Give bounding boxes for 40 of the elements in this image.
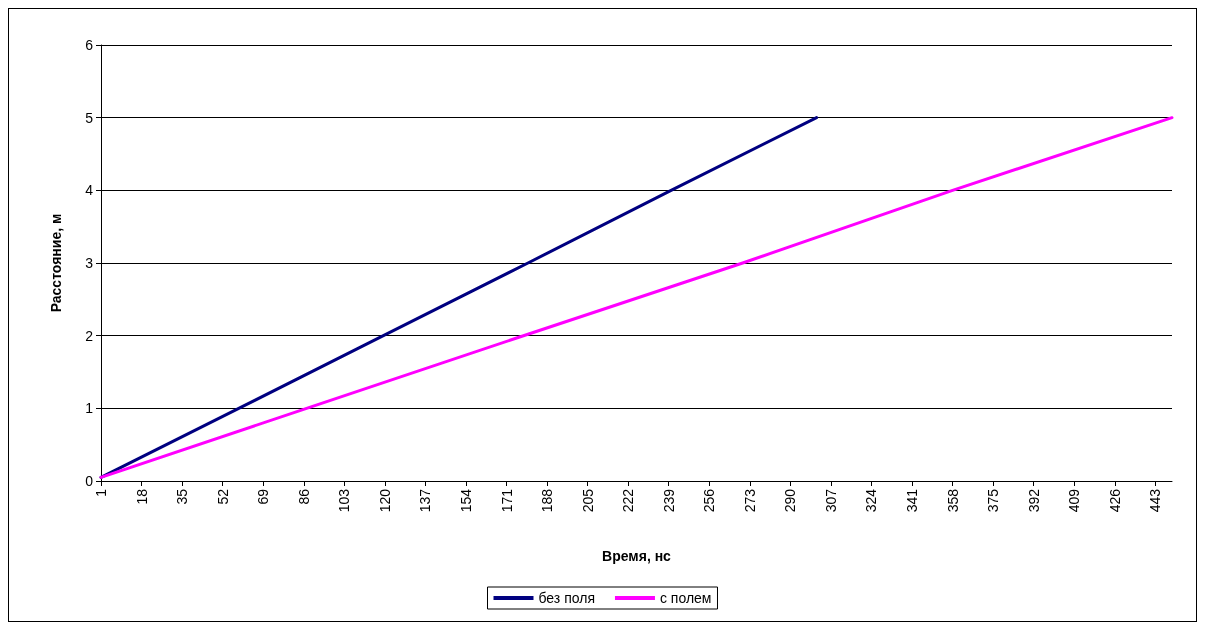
x-tick-label: 18: [133, 488, 150, 505]
legend-label: без поля: [538, 590, 595, 606]
x-tick-label: 35: [174, 488, 191, 505]
x-tick-label: 120: [376, 488, 393, 513]
x-tick-label: 86: [295, 488, 312, 505]
x-tick-label: 1: [93, 488, 109, 497]
y-tick-label: 5: [85, 109, 94, 126]
x-tick-label: 188: [539, 488, 556, 513]
y-tick-label: 3: [85, 255, 94, 271]
x-tick-label: 307: [822, 488, 839, 513]
x-tick-label: 103: [336, 488, 353, 513]
x-tick-label: 137: [417, 488, 434, 513]
y-tick-label: 1: [85, 400, 94, 417]
x-tick-label: 341: [904, 488, 920, 513]
x-tick-label: 69: [255, 488, 272, 505]
y-tick-label: 6: [85, 37, 94, 53]
x-tick-label: 273: [741, 488, 758, 513]
legend-label: с полем: [659, 590, 712, 606]
x-axis-title: Время, нс: [602, 548, 672, 564]
x-tick-label: 409: [1066, 488, 1083, 513]
line-series: [99, 116, 1174, 479]
y-axis-title: Расстояние, м: [48, 213, 64, 313]
y-tick-label: 0: [85, 473, 94, 489]
x-tick-label: 375: [985, 488, 1002, 513]
x-tick-label: 256: [701, 488, 718, 513]
x-tick-label: 392: [1025, 488, 1042, 513]
x-tick-label: 171: [498, 488, 515, 513]
x-tick-label: 205: [579, 488, 596, 513]
x-tick-label: 239: [660, 488, 677, 513]
x-tick-label: 324: [863, 488, 880, 513]
x-tick-label: 426: [1106, 488, 1123, 513]
line-series: [99, 116, 819, 479]
y-tick-label: 2: [85, 327, 94, 344]
y-tick-label: 4: [85, 182, 94, 199]
x-tick-label: 290: [782, 488, 799, 513]
x-tick-label: 222: [620, 488, 637, 513]
x-tick-label: 358: [944, 488, 961, 513]
x-tick-label: 154: [457, 488, 474, 513]
x-tick-label: 443: [1147, 488, 1164, 513]
x-tick-label: 52: [214, 488, 231, 505]
